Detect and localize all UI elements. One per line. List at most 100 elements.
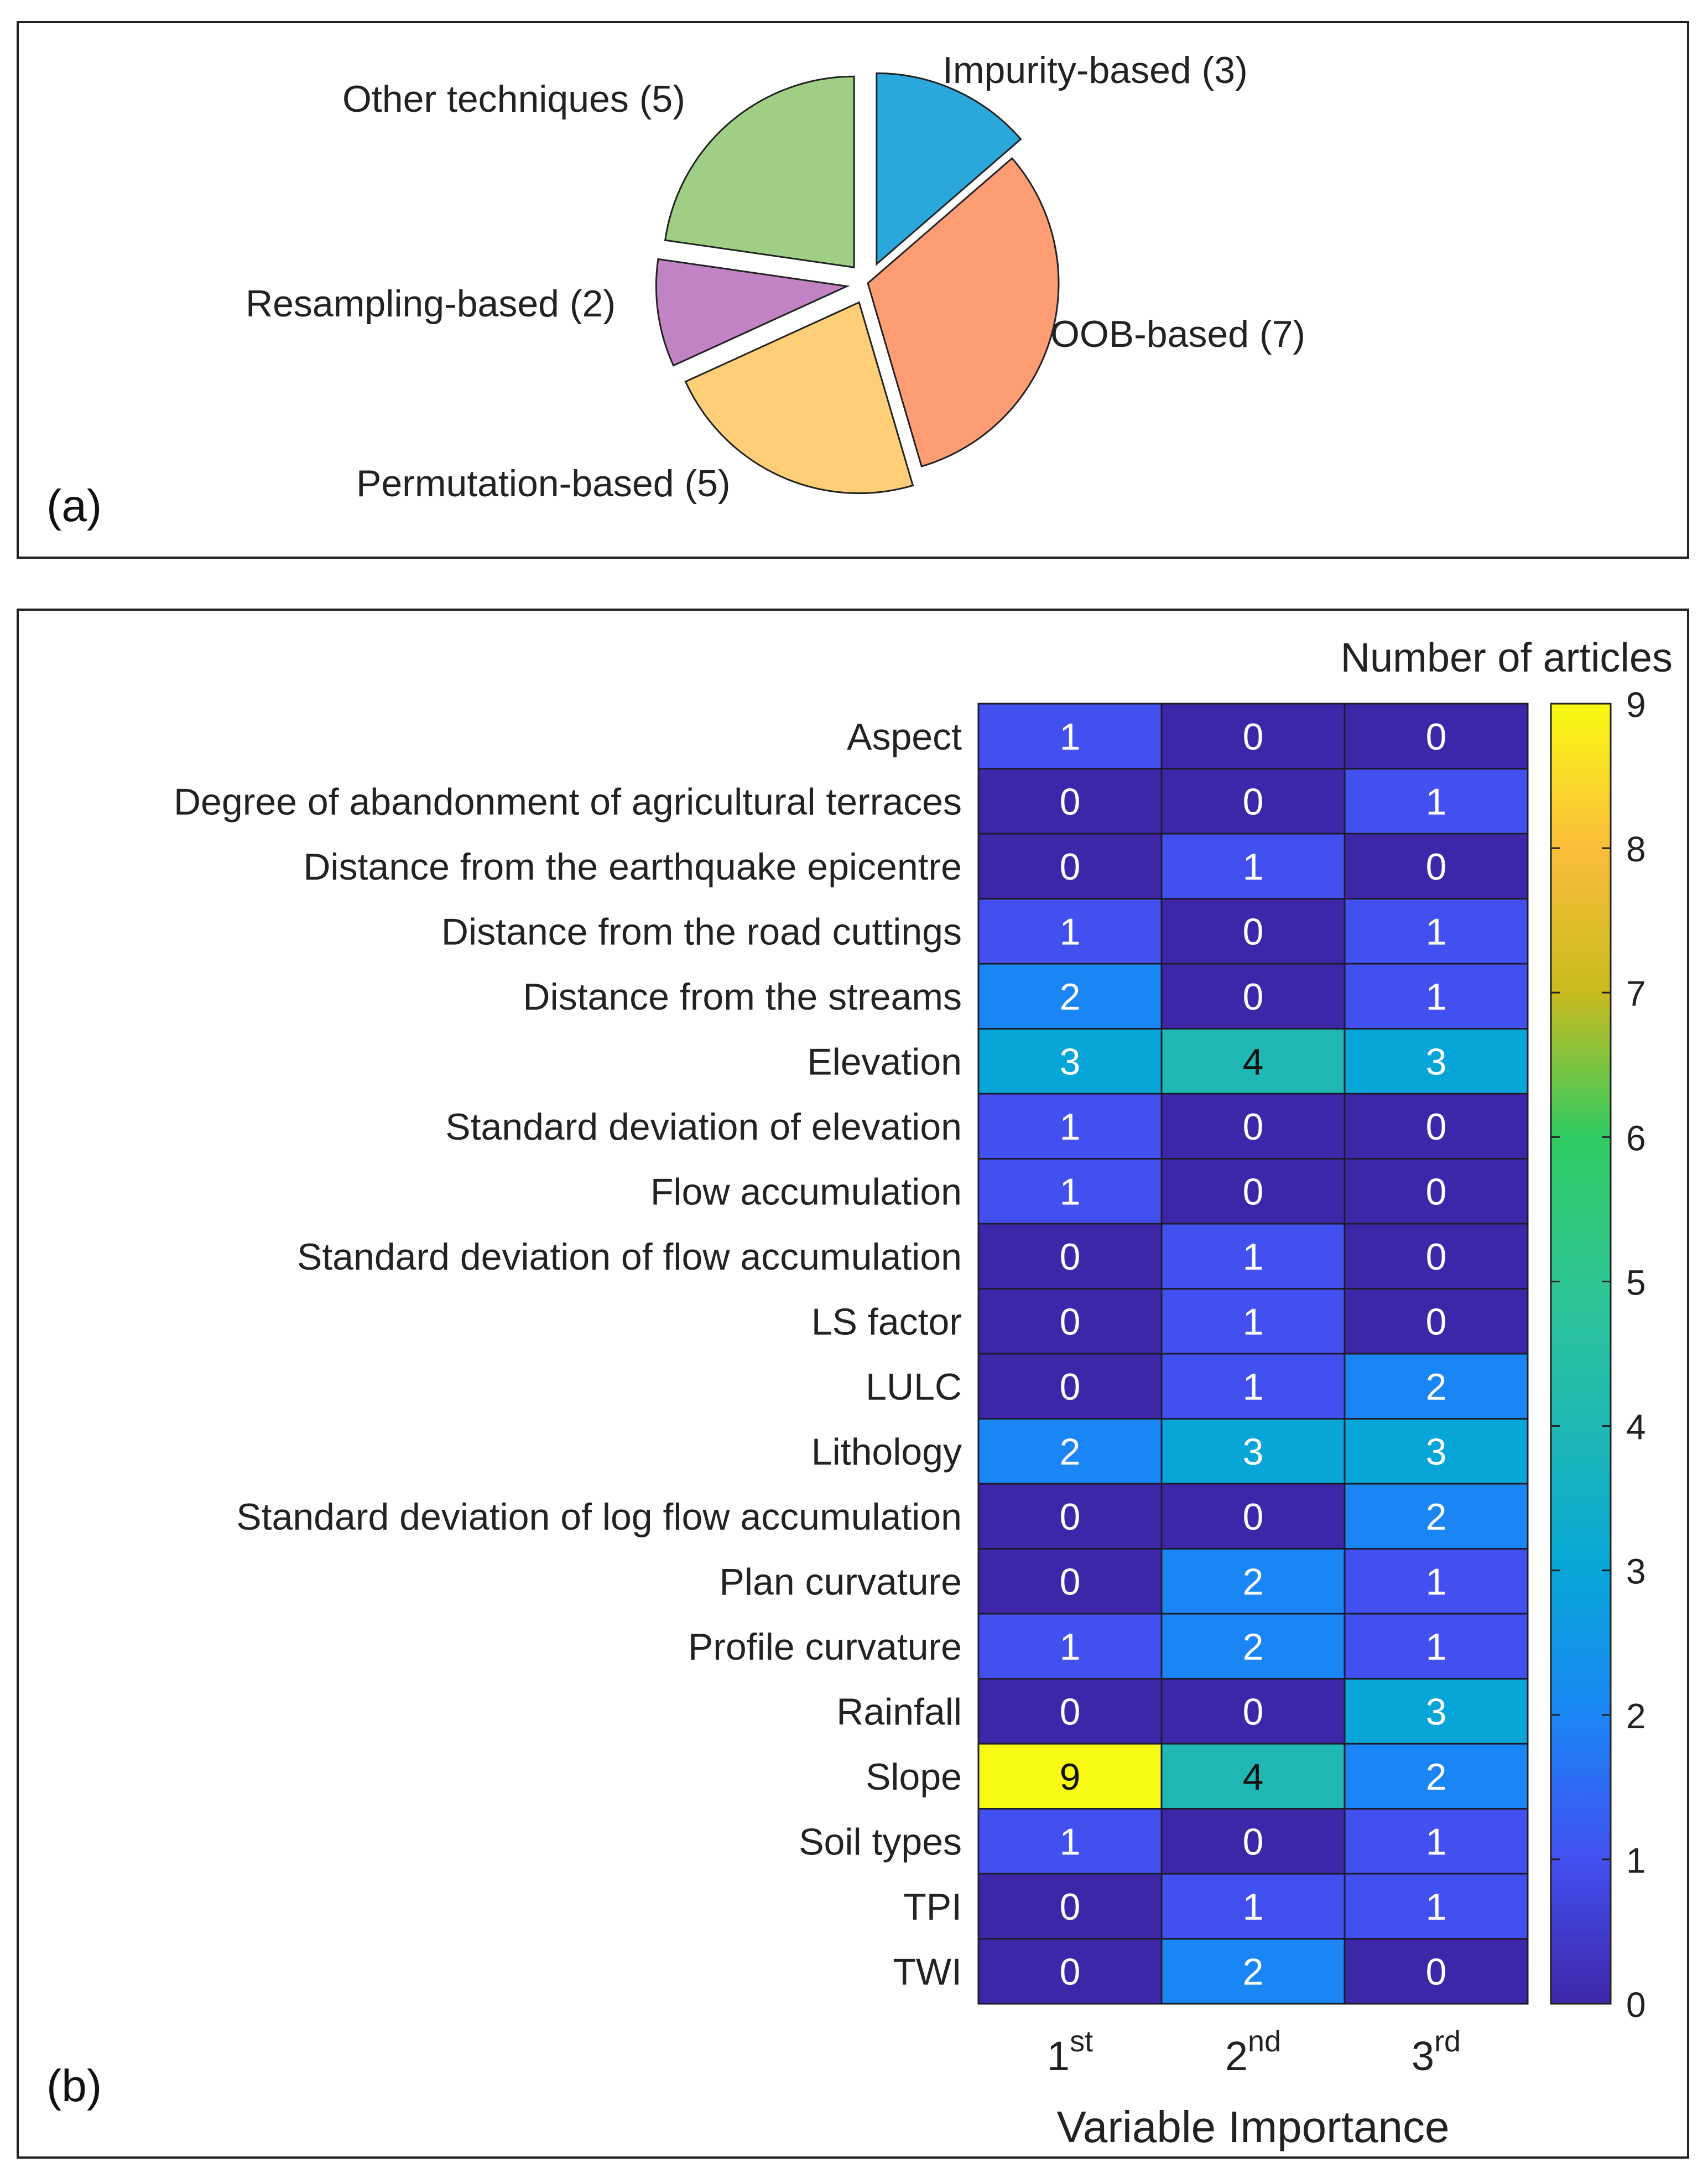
heatmap-cell [1344,833,1529,900]
heatmap-cell-value: 3 [1426,1431,1447,1473]
colorbar-tick-label: 2 [1626,1696,1646,1736]
heatmap-row-label: TPI [903,1886,962,1928]
heatmap-cell [977,1418,1163,1485]
heatmap-cell [1160,1223,1346,1290]
heatmap-row-label: Rainfall [836,1691,962,1733]
heatmap-cell-value: 1 [1060,1626,1081,1668]
heatmap-cell-value: 0 [1060,1301,1081,1343]
heatmap-cell [1344,1223,1529,1290]
heatmap-cell-value: 0 [1426,1236,1447,1278]
heatmap-cell-value: 1 [1060,1171,1081,1213]
heatmap-cell [977,1548,1163,1615]
heatmap-cell-value: 0 [1243,1106,1264,1148]
heatmap-cell [977,1028,1163,1095]
heatmap-cell-value: 1 [1426,1821,1447,1863]
heatmap-column-label: 3rd [1412,2025,1461,2079]
heatmap-cell-value: 0 [1243,1821,1264,1863]
heatmap-cell-value: 1 [1426,1561,1447,1603]
heatmap-cell [977,1808,1163,1875]
colorbar-tick-label: 8 [1626,829,1646,869]
heatmap-cell [1344,1093,1529,1160]
heatmap-cell [977,1223,1163,1290]
heatmap-cell-value: 2 [1426,1366,1447,1408]
heatmap-cell-value: 2 [1060,976,1081,1018]
heatmap-cell [1160,1288,1346,1355]
colorbar-tick-label: 5 [1626,1262,1646,1302]
heatmap-cell [1160,833,1346,900]
colorbar-tick-label: 1 [1626,1841,1646,1880]
heatmap-row-label: TWI [893,1951,962,1993]
heatmap-cell [1344,1678,1529,1745]
heatmap-cell-value: 2 [1060,1431,1081,1473]
heatmap-cell-value: 0 [1060,846,1081,888]
heatmap-row-label: Distance from the earthquake epicentre [303,846,962,888]
heatmap-cell-value: 2 [1426,1756,1447,1798]
heatmap-cell-value: 0 [1060,1496,1081,1538]
heatmap-cell-value: 1 [1243,1366,1264,1408]
heatmap-cell-value: 1 [1060,716,1081,758]
heatmap-cell [1160,1678,1346,1745]
heatmap-cell-value: 3 [1243,1431,1264,1473]
heatmap-cell-value: 0 [1060,781,1081,823]
heatmap-row-label: Flow accumulation [650,1171,962,1213]
heatmap-cell [1344,1288,1529,1355]
heatmap-cell-value: 0 [1060,1236,1081,1278]
heatmap-cell-value: 1 [1426,911,1447,953]
heatmap-cell-value: 0 [1060,1951,1081,1993]
heatmap-cell-value: 0 [1426,1171,1447,1213]
heatmap-cell-value: 2 [1243,1561,1264,1603]
colorbar-tick-label: 0 [1626,1985,1646,2025]
heatmap-cell [1344,1028,1529,1095]
heatmap-cell [1160,1158,1346,1225]
pie-slice-label: Permutation-based (5) [356,462,731,505]
heatmap-row-label: LULC [866,1366,962,1408]
heatmap-cell [1160,1028,1346,1095]
heatmap-cell-value: 0 [1426,1106,1447,1148]
heatmap-cell-value: 1 [1426,976,1447,1018]
heatmap-cell-value: 3 [1060,1041,1081,1083]
heatmap-cell [1160,1613,1346,1680]
pie-slice [655,258,850,367]
heatmap-chart: Aspect 1 0 0 Degree of abandonment of agricu… [174,635,1673,2151]
pie-slice-label: Impurity-based (3) [942,49,1248,91]
heatmap-cell-value: 0 [1243,1691,1264,1733]
heatmap-cell-value: 9 [1060,1756,1081,1798]
heatmap-row-label: Profile curvature [688,1626,962,1668]
heatmap-row-label: LS factor [811,1301,962,1343]
heatmap-cell [1160,703,1346,770]
heatmap-cell [977,1743,1163,1810]
heatmap-cell-value: 0 [1060,1366,1081,1408]
heatmap-cell [1344,1418,1529,1485]
heatmap-cell [1344,1158,1529,1225]
heatmap-cell-value: 1 [1243,846,1264,888]
heatmap-cell-value: 0 [1243,976,1264,1018]
heatmap-cell [1344,898,1529,965]
heatmap-cell-value: 0 [1426,846,1447,888]
heatmap-cell-value: 3 [1426,1041,1447,1083]
heatmap-cell [1160,963,1346,1030]
heatmap-cell-value: 1 [1060,1106,1081,1148]
heatmap-cell-value: 4 [1243,1756,1264,1798]
heatmap-cell [977,898,1163,965]
heatmap-cell-value: 0 [1243,911,1264,953]
heatmap-cell-value: 1 [1426,1886,1447,1928]
heatmap-cell [977,1678,1163,1745]
heatmap-cell-value: 1 [1426,1626,1447,1668]
colorbar-tick-label: 7 [1626,974,1646,1013]
heatmap-cell-value: 1 [1060,911,1081,953]
pie-slice-label: OOB-based (7) [1050,313,1305,355]
heatmap-row-label: Degree of abandonment of agricultural te… [174,781,962,823]
heatmap-cell-value: 1 [1243,1236,1264,1278]
panel-a-label: (a) [46,481,102,531]
heatmap-column-label: 2nd [1225,2025,1281,2079]
heatmap-cell-value: 0 [1060,1691,1081,1733]
heatmap-column-label: 1st [1047,2025,1093,2079]
colorbar [1550,703,1612,2005]
heatmap-row-label: Distance from the streams [523,976,962,1018]
pie-slice [876,72,1022,266]
heatmap-cell [1344,1483,1529,1550]
pie-chart: Impurity-based (3) OOB-based (7) Permutati… [246,49,1305,505]
pie-slice [867,157,1060,467]
heatmap-cell-value: 1 [1243,1301,1264,1343]
heatmap-cell [1344,1548,1529,1615]
